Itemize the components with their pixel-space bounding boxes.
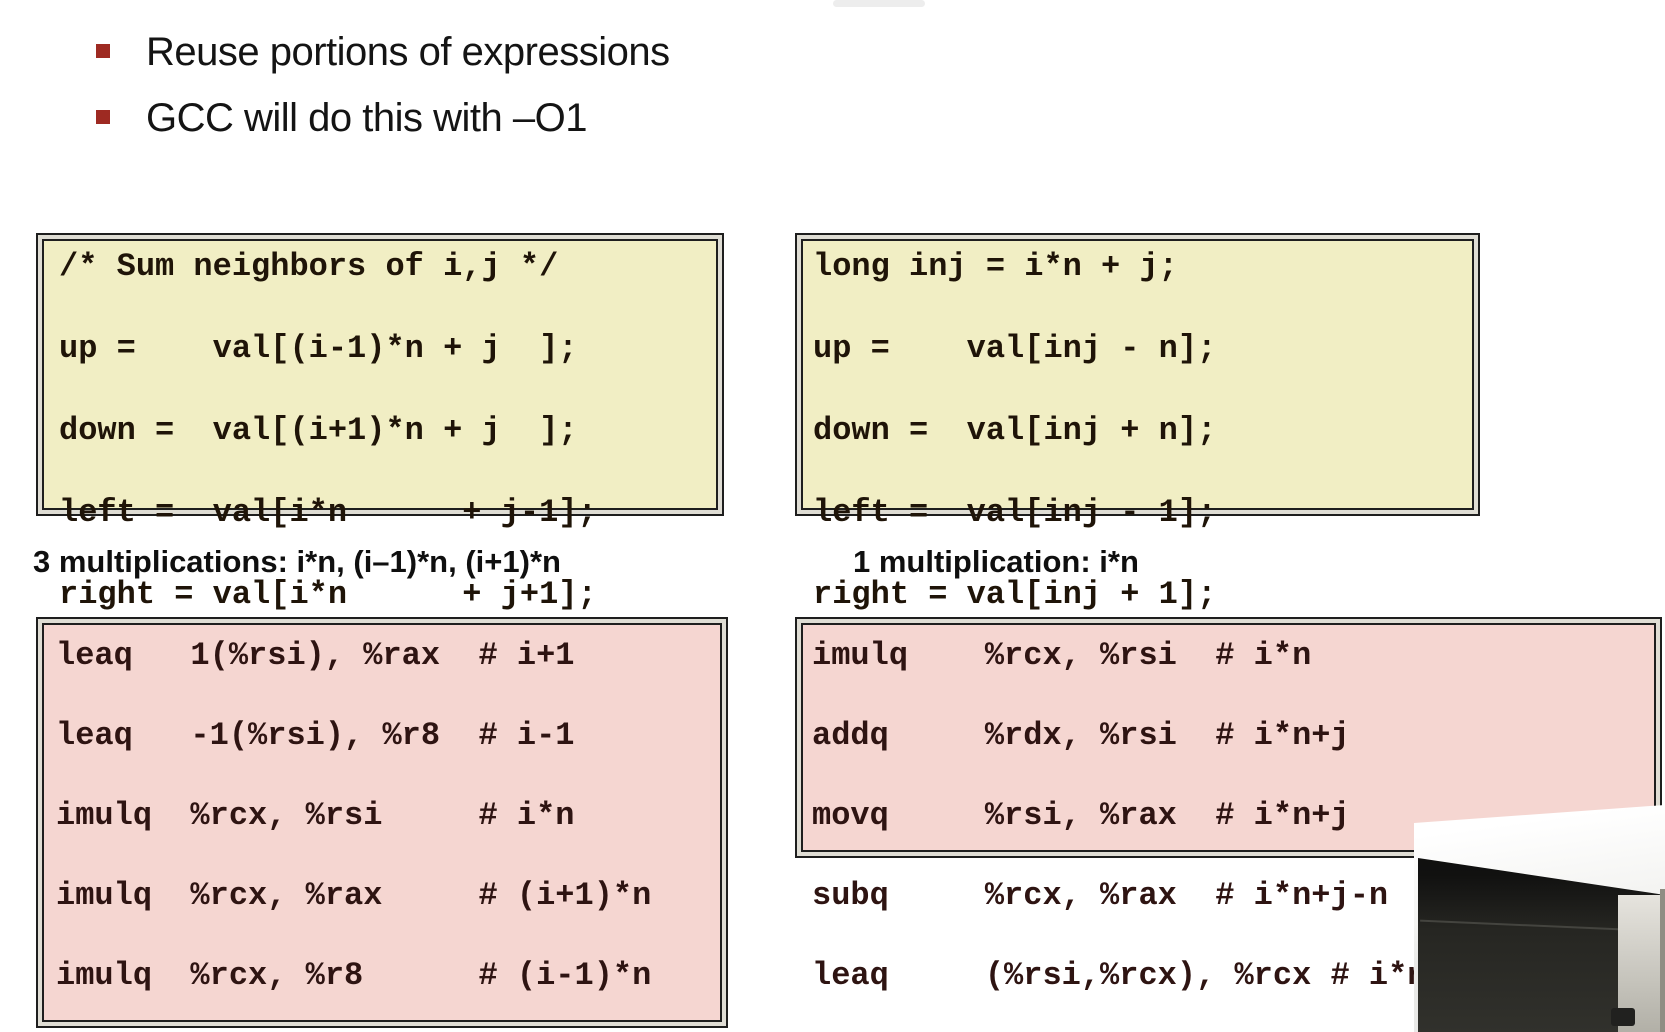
asm-code-box-original: leaq 1(%rsi), %rax # i+1 leaq -1(%rsi), …: [36, 617, 728, 1028]
webcam-wall-edge: [1660, 889, 1665, 1032]
code-line: right = val[inj + 1];: [813, 576, 1217, 613]
code-line: long inj = i*n + j;: [813, 248, 1178, 285]
bullet-marker: [96, 110, 110, 124]
code-line: down = val[(i+1)*n + j ];: [59, 412, 578, 449]
code-line: imulq %rcx, %rax # (i+1)*n: [56, 877, 652, 914]
bullet-marker: [96, 44, 110, 58]
code-line: leaq -1(%rsi), %r8 # i-1: [56, 717, 575, 754]
code-line: addq %rdx, %rsi # i*n+j: [812, 717, 1350, 754]
asm-code-box-optimized: imulq %rcx, %rsi # i*n addq %rdx, %rsi #…: [795, 617, 1662, 994]
c-code-box-original: /* Sum neighbors of i,j */ up = val[(i-1…: [36, 233, 724, 695]
code-line: imulq %rcx, %rsi # i*n: [56, 797, 575, 834]
bullet-item-reuse: Reuse portions of expressions: [146, 30, 670, 74]
code-line: subq %rcx, %rax # i*n+j-n: [812, 877, 1389, 914]
c-code-box-optimized: long inj = i*n + j; up = val[inj - n]; d…: [795, 233, 1480, 695]
code-line: right = val[i*n + j+1];: [59, 576, 597, 613]
code-line: up = val[(i-1)*n + j ];: [59, 330, 578, 367]
webcam-overlay: [1414, 805, 1665, 1032]
video-artifact: [833, 0, 925, 7]
code-line: up = val[inj - n];: [813, 330, 1217, 367]
webcam-dark-marks: [1611, 1008, 1635, 1026]
code-line: imulq %rcx, %r8 # (i-1)*n: [56, 957, 652, 994]
caption-one-multiplication: 1 multiplication: i*n: [853, 544, 1139, 579]
code-line: leaq 1(%rsi), %rax # i+1: [56, 637, 575, 674]
code-line: down = val[inj + n];: [813, 412, 1217, 449]
code-line: /* Sum neighbors of i,j */: [59, 248, 559, 285]
code-line: left = val[i*n + j-1];: [59, 494, 597, 531]
bullet-item-gcc: GCC will do this with –O1: [146, 96, 587, 140]
code-line: left = val[inj - 1];: [813, 494, 1217, 531]
code-line: imulq %rcx, %rsi # i*n: [812, 637, 1312, 674]
caption-three-multiplications: 3 multiplications: i*n, (i–1)*n, (i+1)*n: [33, 544, 561, 579]
code-line: movq %rsi, %rax # i*n+j: [812, 797, 1350, 834]
